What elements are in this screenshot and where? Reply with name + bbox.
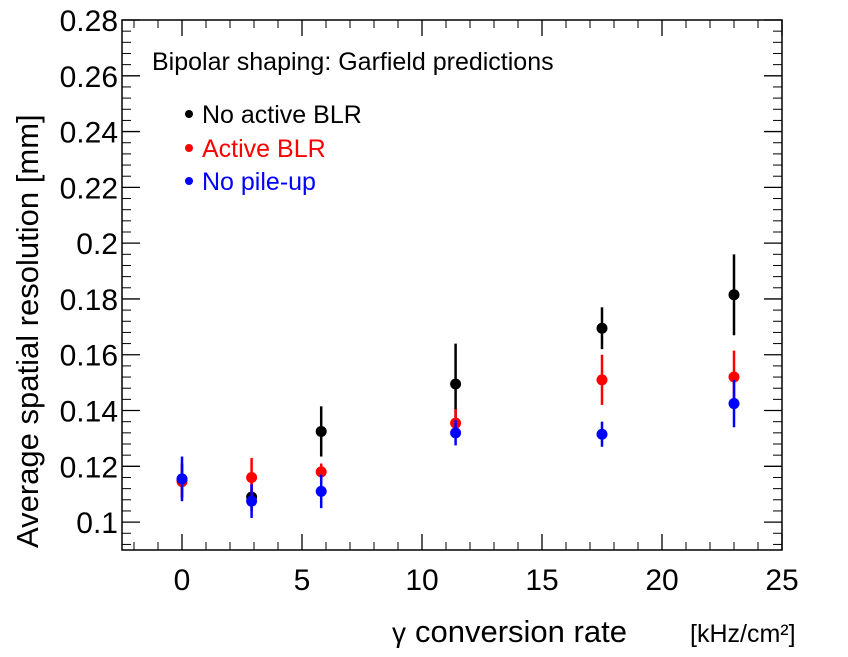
legend-label-no-active-blr: No active BLR — [202, 101, 362, 129]
x-tick-label: 25 — [765, 564, 798, 597]
x-axis-title: γ conversion rate [kHz/cm²] — [392, 614, 796, 649]
legend-marker-active-blr — [185, 144, 193, 152]
legend-marker-no-pile-up — [185, 177, 193, 185]
x-axis-title-unit: [kHz/cm²] — [690, 620, 796, 648]
x-tick-label: 5 — [294, 564, 311, 597]
legend-marker-no-active-blr — [185, 110, 193, 118]
data-point-no-active-blr — [315, 425, 327, 437]
y-tick-label: 0.12 — [60, 451, 118, 484]
x-tick-label: 15 — [525, 564, 558, 597]
x-tick-label: 20 — [645, 564, 678, 597]
data-point-no-pile-up — [246, 495, 258, 507]
data-point-no-pile-up — [728, 398, 740, 410]
y-tick-label: 0.2 — [76, 228, 118, 261]
chart-title: Bipolar shaping: Garfield predictions — [152, 48, 554, 76]
y-tick-label: 0.26 — [60, 61, 118, 94]
y-axis-title: Average spatial resolution [mm] — [10, 114, 45, 548]
legend: No active BLR Active BLR No pile-up — [185, 101, 362, 196]
data-point-active-blr — [246, 471, 258, 483]
legend-label-active-blr: Active BLR — [202, 135, 326, 163]
data-marks — [176, 254, 740, 518]
y-tick-label: 0.16 — [60, 340, 118, 373]
y-tick-label: 0.24 — [60, 117, 118, 150]
y-tick-label: 0.22 — [60, 172, 118, 205]
y-tick-label: 0.14 — [60, 396, 118, 429]
data-point-no-pile-up — [596, 428, 608, 440]
data-point-no-active-blr — [596, 322, 608, 334]
data-point-no-pile-up — [315, 485, 327, 497]
data-point-active-blr — [596, 374, 608, 386]
data-point-no-active-blr — [450, 378, 462, 390]
axis-ticks — [122, 19, 783, 550]
tick-labels: 0 5 10 15 20 25 0.1 0.12 0.14 0.16 0.18 0.2 0.22 0.24… — [60, 5, 799, 597]
data-point-active-blr — [315, 466, 327, 478]
x-tick-label: 10 — [405, 564, 438, 597]
x-axis-title-text: conversion rate — [415, 614, 627, 649]
data-point-no-pile-up — [176, 473, 188, 485]
data-point-no-pile-up — [450, 427, 462, 439]
x-axis-title-symbol: γ — [392, 617, 406, 648]
y-tick-label: 0.28 — [60, 5, 118, 38]
y-tick-label: 0.18 — [60, 284, 118, 317]
legend-label-no-pile-up: No pile-up — [202, 168, 316, 196]
data-point-active-blr — [728, 371, 740, 383]
plot-frame — [121, 19, 783, 551]
y-tick-label: 0.1 — [76, 507, 118, 540]
x-tick-label: 0 — [174, 564, 191, 597]
data-point-no-active-blr — [728, 289, 740, 301]
